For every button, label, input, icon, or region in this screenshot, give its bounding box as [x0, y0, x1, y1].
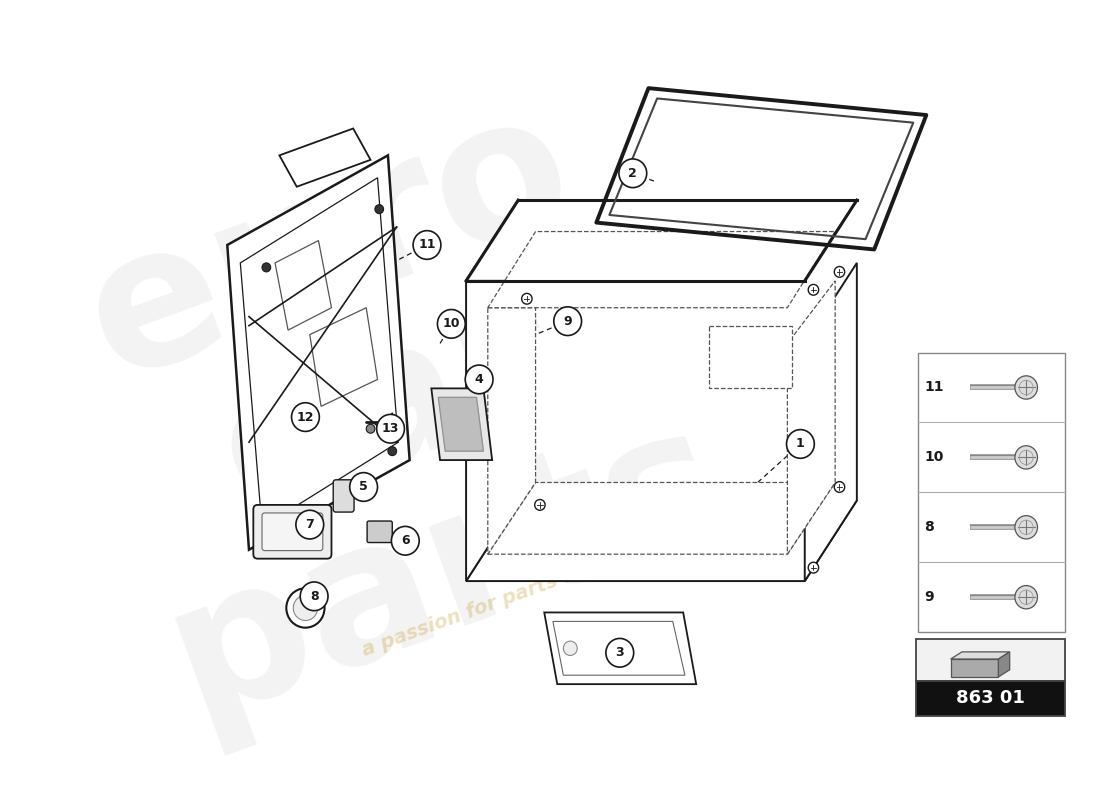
Polygon shape: [466, 281, 518, 581]
Text: 9: 9: [925, 590, 934, 604]
Circle shape: [300, 582, 328, 610]
Polygon shape: [279, 129, 371, 186]
Text: a passion for parts since 1985: a passion for parts since 1985: [359, 529, 678, 660]
Circle shape: [619, 159, 647, 188]
Polygon shape: [805, 263, 857, 581]
Circle shape: [808, 285, 818, 295]
Circle shape: [286, 588, 324, 628]
Polygon shape: [544, 613, 696, 684]
Circle shape: [438, 310, 465, 338]
Text: 2: 2: [628, 166, 637, 180]
Text: 3: 3: [616, 646, 624, 659]
Text: 5: 5: [360, 481, 368, 494]
Text: 863 01: 863 01: [956, 690, 1025, 707]
Polygon shape: [788, 281, 835, 554]
Text: 11: 11: [925, 381, 944, 394]
Polygon shape: [438, 398, 484, 451]
FancyBboxPatch shape: [333, 480, 354, 512]
Polygon shape: [487, 231, 835, 308]
Text: 10: 10: [925, 450, 944, 464]
Circle shape: [1015, 376, 1037, 399]
Circle shape: [786, 430, 814, 458]
Text: 6: 6: [402, 534, 409, 547]
Circle shape: [376, 414, 405, 443]
Polygon shape: [999, 652, 1010, 677]
Polygon shape: [950, 659, 999, 677]
Circle shape: [392, 526, 419, 555]
Circle shape: [294, 595, 318, 621]
Polygon shape: [466, 501, 857, 581]
Circle shape: [563, 641, 578, 655]
Polygon shape: [466, 200, 857, 281]
Polygon shape: [228, 155, 409, 550]
Circle shape: [1015, 586, 1037, 609]
FancyBboxPatch shape: [367, 521, 393, 542]
Text: 9: 9: [563, 314, 572, 328]
Circle shape: [296, 510, 323, 539]
Text: 11: 11: [418, 238, 436, 251]
Circle shape: [1015, 446, 1037, 469]
FancyBboxPatch shape: [916, 639, 1065, 682]
Polygon shape: [431, 388, 492, 460]
Circle shape: [292, 402, 319, 431]
Text: 10: 10: [442, 318, 460, 330]
Polygon shape: [553, 622, 685, 675]
Circle shape: [553, 307, 582, 335]
Circle shape: [1015, 516, 1037, 539]
FancyBboxPatch shape: [916, 682, 1065, 715]
Polygon shape: [275, 241, 331, 330]
Polygon shape: [310, 308, 377, 406]
Polygon shape: [487, 482, 835, 554]
Text: 8: 8: [925, 520, 934, 534]
Circle shape: [366, 424, 375, 433]
Circle shape: [262, 263, 271, 272]
Circle shape: [521, 294, 532, 304]
Circle shape: [465, 365, 493, 394]
Circle shape: [606, 638, 634, 667]
Circle shape: [535, 499, 546, 510]
Text: 13: 13: [382, 422, 399, 435]
Text: euro
car
parts: euro car parts: [26, 57, 750, 756]
Circle shape: [266, 514, 275, 523]
Polygon shape: [950, 652, 1010, 659]
Text: 7: 7: [306, 518, 315, 531]
Circle shape: [388, 446, 397, 456]
Circle shape: [350, 473, 377, 502]
Polygon shape: [240, 178, 398, 527]
Polygon shape: [710, 326, 792, 388]
Circle shape: [834, 482, 845, 492]
Circle shape: [834, 266, 845, 278]
Text: 12: 12: [297, 410, 315, 423]
Polygon shape: [487, 308, 536, 554]
Text: 1: 1: [796, 438, 805, 450]
Circle shape: [414, 230, 441, 259]
Circle shape: [808, 562, 818, 573]
Text: 4: 4: [475, 373, 484, 386]
FancyBboxPatch shape: [262, 513, 322, 550]
Text: 8: 8: [310, 590, 318, 603]
FancyBboxPatch shape: [253, 505, 331, 558]
Polygon shape: [438, 398, 484, 451]
Circle shape: [375, 205, 384, 214]
